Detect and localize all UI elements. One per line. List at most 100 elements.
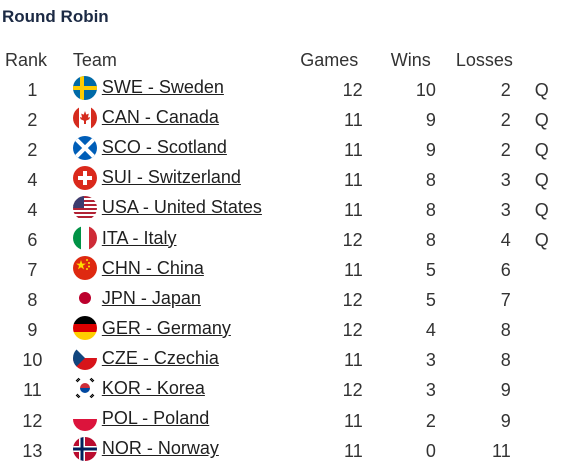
switzerland-flag-icon [72, 165, 97, 190]
team-cell: KOR - Korea [72, 376, 300, 406]
losses-cell: 2 [500, 139, 511, 160]
team-link[interactable]: SUI - Switzerland [101, 167, 241, 188]
qualified-badge [535, 376, 566, 406]
rank-cell: 4 [27, 169, 38, 190]
team-cell: CZE - Czechia [72, 346, 300, 376]
games-cell: 11 [344, 139, 363, 160]
games-cell: 12 [342, 290, 363, 311]
qualified-badge [535, 346, 566, 376]
team-cell: USA - United States [72, 195, 300, 225]
team-link[interactable]: USA - United States [101, 197, 262, 218]
wins-cell: 0 [425, 440, 436, 461]
games-cell: 11 [344, 350, 363, 371]
games-cell: 11 [344, 260, 363, 281]
team-cell: ITA - Italy [72, 225, 300, 255]
losses-cell: 7 [500, 290, 511, 311]
losses-cell: 2 [500, 79, 511, 100]
qualified-badge: Q [534, 109, 549, 130]
table-row: 1 SWE - Sweden 12 10 2 Q [0, 75, 566, 105]
wins-cell: 9 [425, 139, 436, 160]
table-row: 6 ITA - Italy 12 8 4 Q [0, 225, 566, 255]
losses-cell: 9 [500, 410, 511, 431]
losses-cell: 8 [500, 350, 511, 371]
team-link[interactable]: ITA - Italy [101, 227, 177, 248]
qualified-badge [535, 406, 566, 436]
rank-cell: 9 [27, 320, 38, 341]
team-link[interactable]: JPN - Japan [101, 287, 201, 308]
rank-cell: 7 [27, 260, 38, 281]
germany-flag-icon [72, 316, 97, 341]
wins-cell: 4 [425, 320, 436, 341]
rank-cell: 2 [27, 139, 38, 160]
table-row: 12 POL - Poland 11 2 9 [0, 406, 566, 436]
team-link[interactable]: NOR - Norway [101, 438, 219, 459]
rank-cell: 2 [27, 109, 38, 130]
japan-flag-icon [72, 286, 97, 311]
team-cell: GER - Germany [72, 316, 300, 346]
header-losses: Losses [455, 49, 513, 70]
table-row: 2 CAN - Canada 11 9 2 Q [0, 105, 566, 135]
team-link[interactable]: KOR - Korea [101, 377, 205, 398]
losses-cell: 3 [500, 169, 511, 190]
team-link[interactable]: CAN - Canada [101, 107, 219, 128]
games-cell: 11 [344, 169, 363, 190]
team-link[interactable]: CZE - Czechia [101, 347, 219, 368]
games-cell: 11 [344, 199, 363, 220]
team-link[interactable]: GER - Germany [101, 317, 231, 338]
team-link[interactable]: SWE - Sweden [101, 77, 224, 98]
games-cell: 11 [344, 410, 363, 431]
qualified-badge: Q [534, 139, 549, 160]
wins-cell: 9 [425, 109, 436, 130]
losses-cell: 3 [500, 199, 511, 220]
team-link[interactable]: CHN - China [101, 257, 204, 278]
table-row: 4 SUI - Switzerland 11 8 3 Q [0, 165, 566, 195]
rank-cell: 1 [27, 79, 38, 100]
games-cell: 12 [342, 230, 363, 251]
rank-cell: 12 [22, 410, 43, 431]
wins-cell: 3 [425, 380, 436, 401]
team-link[interactable]: SCO - Scotland [101, 137, 227, 158]
norway-flag-icon [72, 436, 97, 461]
rank-cell: 8 [27, 290, 38, 311]
header-wins: Wins [390, 49, 431, 70]
qualified-badge [535, 286, 566, 316]
table-row: 7 CHN - China 11 5 6 [0, 256, 566, 286]
team-cell: POL - Poland [72, 406, 300, 436]
page-title: Round Robin [2, 7, 109, 26]
scotland-flag-icon [72, 135, 97, 160]
czechia-flag-icon [72, 346, 97, 371]
games-cell: 12 [342, 320, 363, 341]
games-cell: 12 [342, 79, 363, 100]
italy-flag-icon [72, 226, 97, 251]
sweden-flag-icon [72, 75, 97, 100]
table-row: 2 SCO - Scotland 11 9 2 Q [0, 135, 566, 165]
losses-cell: 9 [500, 380, 511, 401]
team-link[interactable]: POL - Poland [101, 408, 210, 429]
korea-flag-icon [72, 376, 97, 401]
qualified-badge [535, 316, 566, 346]
team-cell: CHN - China [72, 256, 300, 286]
header-games: Games [300, 49, 359, 70]
table-row: 9 GER - Germany 12 4 8 [0, 316, 566, 346]
table-row: 10 CZE - Czechia 11 3 8 [0, 346, 566, 376]
wins-cell: 8 [425, 230, 436, 251]
header-rank: Rank [5, 49, 48, 70]
canada-flag-icon [72, 105, 97, 130]
header-qualification [535, 45, 566, 75]
table-row: 4 USA - United States 11 8 3 Q [0, 195, 566, 225]
losses-cell: 8 [500, 320, 511, 341]
wins-cell: 10 [415, 79, 436, 100]
team-cell: CAN - Canada [72, 105, 300, 135]
china-flag-icon [72, 256, 97, 281]
team-cell: NOR - Norway [72, 436, 300, 466]
header-team: Team [72, 49, 117, 70]
wins-cell: 3 [425, 350, 436, 371]
qualified-badge [535, 256, 566, 286]
losses-cell: 4 [500, 230, 511, 251]
losses-cell: 2 [500, 109, 511, 130]
standings-table: Rank Team Games Wins Losses 1 SWE - Swede… [0, 45, 566, 466]
rank-cell: 11 [23, 380, 42, 401]
wins-cell: 8 [425, 199, 436, 220]
rank-cell: 10 [22, 350, 43, 371]
rank-cell: 13 [22, 440, 43, 461]
